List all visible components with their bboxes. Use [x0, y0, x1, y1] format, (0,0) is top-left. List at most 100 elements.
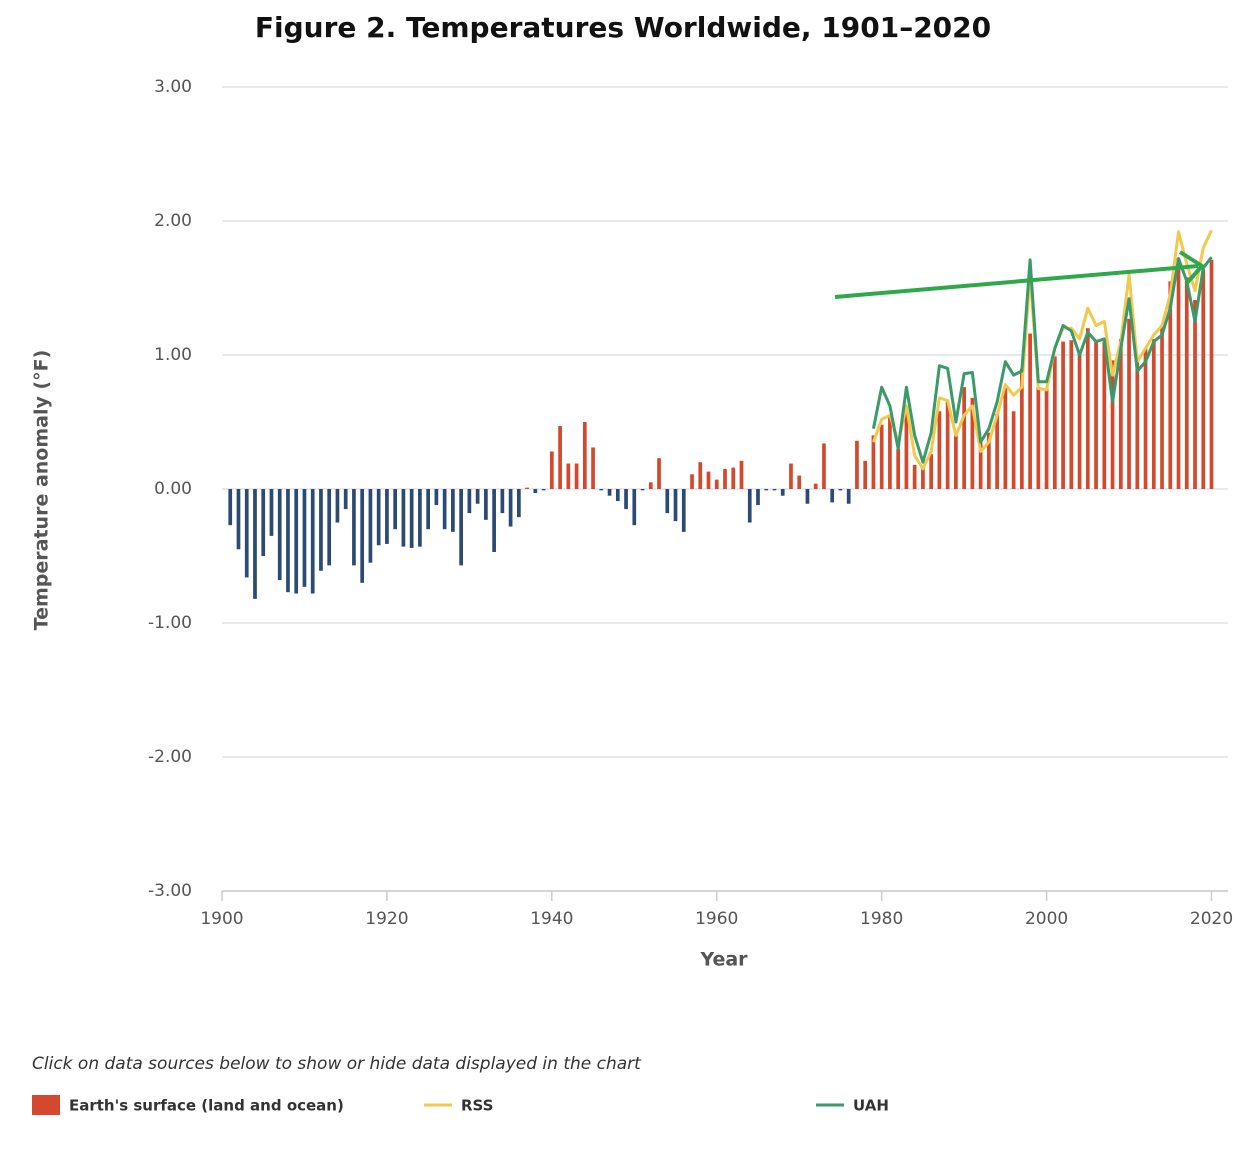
bar: [294, 489, 299, 594]
x-tick-label: 1960: [695, 909, 738, 929]
bar: [434, 489, 439, 506]
legend-swatch: [32, 1095, 60, 1115]
bar: [929, 454, 934, 489]
bar: [335, 489, 340, 523]
bar: [1118, 338, 1123, 489]
bar: [607, 489, 612, 496]
bar: [1003, 387, 1008, 489]
bar: [681, 489, 686, 532]
bar: [1193, 300, 1197, 489]
bar: [624, 489, 628, 510]
bar: [566, 463, 571, 489]
bar: [978, 438, 983, 489]
x-tick-label: 2000: [1025, 909, 1068, 929]
bar: [632, 489, 637, 526]
bar: [1176, 258, 1181, 489]
bar: [813, 483, 818, 489]
bar: [714, 479, 719, 489]
legend-label: Earth's surface (land and ocean): [69, 1097, 344, 1115]
bar: [1151, 338, 1156, 489]
bar: [244, 489, 249, 578]
x-axis-title: Year: [699, 949, 748, 971]
bar: [789, 463, 793, 489]
x-tick-label: 1980: [860, 909, 903, 929]
bar: [302, 489, 307, 587]
line: [871, 256, 1213, 464]
bar: [1102, 341, 1107, 489]
x-tick-label: 1940: [530, 909, 573, 929]
y-tick-label: -1.00: [148, 613, 192, 633]
bar: [599, 489, 604, 491]
bar: [1052, 356, 1057, 489]
legend-label: UAH: [853, 1097, 889, 1115]
bar: [690, 474, 694, 489]
bar: [343, 489, 348, 510]
chart-title: Figure 2. Temperatures Worldwide, 1901–2…: [255, 11, 991, 44]
bar: [945, 400, 950, 489]
bar: [393, 489, 398, 530]
bar: [797, 475, 802, 489]
bar: [937, 411, 942, 489]
bar: [253, 489, 257, 599]
bar: [549, 451, 554, 489]
bar: [376, 489, 381, 546]
bar: [368, 489, 373, 563]
bar: [360, 489, 365, 583]
bar: [508, 489, 513, 527]
bar: [747, 489, 752, 523]
bar: [401, 489, 406, 547]
legend-note: Click on data sources below to show or h…: [32, 1054, 642, 1074]
bar: [764, 489, 769, 491]
bar: [277, 489, 282, 581]
y-tick-label: -3.00: [148, 881, 192, 901]
legend-label: RSS: [461, 1097, 493, 1115]
bar: [954, 435, 958, 489]
bar: [896, 448, 901, 489]
bar: [492, 489, 496, 552]
y-axis-title: Temperature anomaly (°F): [31, 350, 53, 631]
bar: [228, 489, 233, 526]
legend-item[interactable]: RSS: [424, 1097, 493, 1115]
bar: [286, 489, 290, 593]
bar: [1127, 318, 1131, 489]
bar: [962, 387, 966, 489]
bar: [838, 489, 843, 491]
legend-item[interactable]: Earth's surface (land and ocean): [32, 1095, 344, 1115]
bar: [516, 489, 521, 518]
x-tick-label: 1900: [200, 909, 243, 929]
bar: [987, 432, 991, 489]
bar: [533, 489, 538, 494]
bar: [1077, 353, 1082, 489]
bar: [442, 489, 447, 530]
bar: [1061, 341, 1065, 489]
bar: [772, 489, 777, 491]
y-tick-label: -2.00: [148, 747, 192, 767]
bar: [1019, 368, 1024, 489]
bar: [1168, 281, 1173, 489]
bar: [615, 489, 620, 502]
bar: [591, 447, 595, 489]
bar: [269, 489, 274, 536]
x-tick-label: 1920: [365, 909, 408, 929]
bar: [352, 489, 356, 566]
bar: [995, 413, 999, 489]
bar: [1143, 348, 1148, 489]
bar: [500, 489, 505, 514]
bar: [879, 424, 884, 489]
bar: [1011, 411, 1016, 489]
bar: [1135, 359, 1140, 489]
bar: [418, 489, 422, 547]
bar: [1184, 277, 1189, 489]
legend-item[interactable]: UAH: [816, 1097, 889, 1115]
bar: [1160, 325, 1164, 489]
bar: [673, 489, 678, 522]
bar: [698, 462, 703, 489]
legend: Earth's surface (land and ocean) RSS UAH: [32, 1095, 889, 1115]
bar: [970, 397, 975, 489]
bar: [426, 489, 431, 530]
bar: [780, 489, 785, 496]
bar: [459, 489, 463, 566]
bar: [385, 489, 389, 544]
bar: [409, 489, 414, 548]
